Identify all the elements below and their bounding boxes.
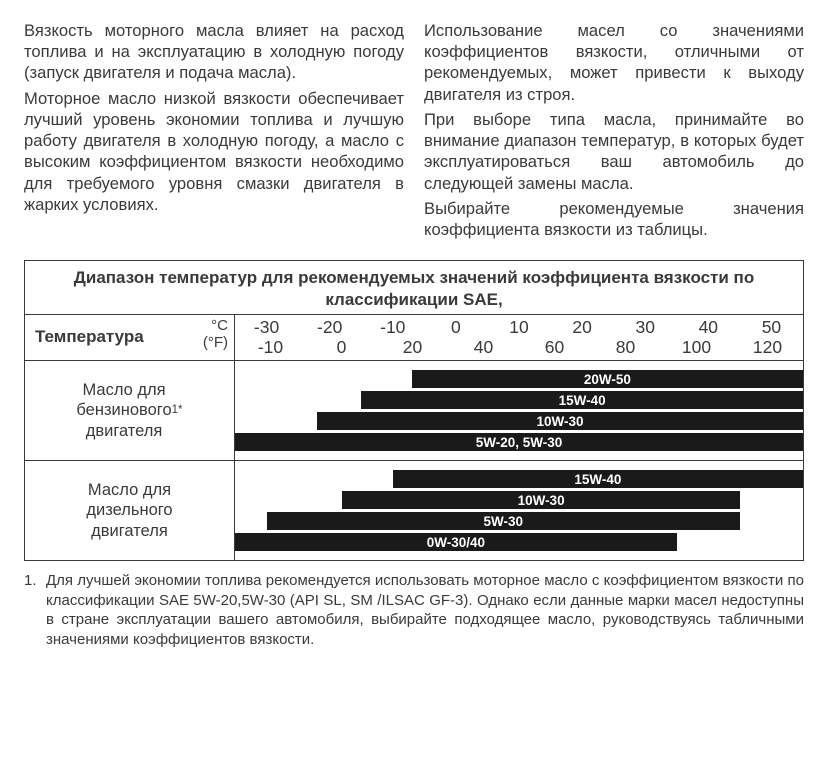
footnote-num: 1. xyxy=(24,571,46,649)
tick-f: 20 xyxy=(377,337,448,358)
intro-columns: Вязкость моторного масла влияет на расхо… xyxy=(24,20,804,244)
scale-cell: -30-20-1001020304050 -10020406080100120 xyxy=(235,315,803,360)
tick-f: 80 xyxy=(590,337,661,358)
bar-label: 15W-40 xyxy=(574,472,621,487)
para: Моторное масло низкой вязкости обеспечив… xyxy=(24,88,404,215)
section-label: Масло длябензиновогодвигателя 1* xyxy=(25,361,235,460)
bars-cell: 20W-50 15W-40 10W-30 5W-20, 5W-30 xyxy=(235,361,803,460)
bar-label: 5W-30 xyxy=(483,514,523,529)
section-row: Масло длядизельногодвигателя 15W-40 10W-30… xyxy=(25,461,803,560)
viscosity-bar: 5W-30 xyxy=(267,512,740,530)
unit-stack: °C (°F) xyxy=(203,317,228,352)
viscosity-chart: Диапазон температур для рекомендуемых зн… xyxy=(24,260,804,561)
tick-c: 40 xyxy=(677,317,740,338)
tick-c: -20 xyxy=(298,317,361,338)
tick-c: -30 xyxy=(235,317,298,338)
col-right: Использование масел со значениями коэффи… xyxy=(424,20,804,244)
bar-label: 0W-30/40 xyxy=(427,535,485,550)
section-label: Масло длядизельногодвигателя xyxy=(25,461,235,560)
tick-f: 60 xyxy=(519,337,590,358)
para: Вязкость моторного масла влияет на расхо… xyxy=(24,20,404,84)
footnote: 1. Для лучшей экономии топлива рекоменду… xyxy=(24,571,804,649)
tick-c: 10 xyxy=(487,317,550,338)
viscosity-bar: 5W-20, 5W-30 xyxy=(235,433,803,451)
viscosity-bar: 10W-30 xyxy=(342,491,740,509)
col-left: Вязкость моторного масла влияет на расхо… xyxy=(24,20,404,244)
bar-label: 20W-50 xyxy=(584,372,631,387)
section-row: Масло длябензиновогодвигателя 1* 20W-50 15… xyxy=(25,361,803,460)
unit-c: °C xyxy=(203,317,228,334)
temp-label-cell: Температура °C (°F) xyxy=(25,315,235,360)
bar-label: 15W-40 xyxy=(559,393,606,408)
chart-title: Диапазон температур для рекомендуемых зн… xyxy=(25,261,803,314)
tick-f: 100 xyxy=(661,337,732,358)
temp-label: Температура xyxy=(35,327,144,347)
unit-f: (°F) xyxy=(203,334,228,351)
viscosity-bar: 20W-50 xyxy=(412,370,803,388)
footnote-text: Для лучшей экономии топлива рекомендуетс… xyxy=(46,571,804,649)
viscosity-bar: 0W-30/40 xyxy=(235,533,677,551)
tick-f: 40 xyxy=(448,337,519,358)
tick-c: 0 xyxy=(424,317,487,338)
bar-label: 10W-30 xyxy=(537,414,584,429)
tick-c: 50 xyxy=(740,317,803,338)
tick-f: 0 xyxy=(306,337,377,358)
para: При выборе типа масла, принимайте во вни… xyxy=(424,109,804,194)
bar-label: 10W-30 xyxy=(518,493,565,508)
tick-c: 30 xyxy=(614,317,677,338)
chart-sections: Масло длябензиновогодвигателя 1* 20W-50 15… xyxy=(25,360,803,560)
para: Выбирайте рекомендуемые значения коэффиц… xyxy=(424,198,804,240)
temperature-row: Температура °C (°F) -30-20-1001020304050… xyxy=(25,315,803,360)
para: Использование масел со значениями коэффи… xyxy=(424,20,804,105)
viscosity-bar: 10W-30 xyxy=(317,412,803,430)
bars-cell: 15W-40 10W-30 5W-30 0W-30/40 xyxy=(235,461,803,560)
tick-f: -10 xyxy=(235,337,306,358)
bar-label: 5W-20, 5W-30 xyxy=(476,435,562,450)
scale-celsius: -30-20-1001020304050 xyxy=(235,317,803,338)
viscosity-bar: 15W-40 xyxy=(393,470,803,488)
tick-f: 120 xyxy=(732,337,803,358)
tick-c: 20 xyxy=(551,317,614,338)
viscosity-bar: 15W-40 xyxy=(361,391,803,409)
scale-fahrenheit: -10020406080100120 xyxy=(235,337,803,358)
tick-c: -10 xyxy=(361,317,424,338)
